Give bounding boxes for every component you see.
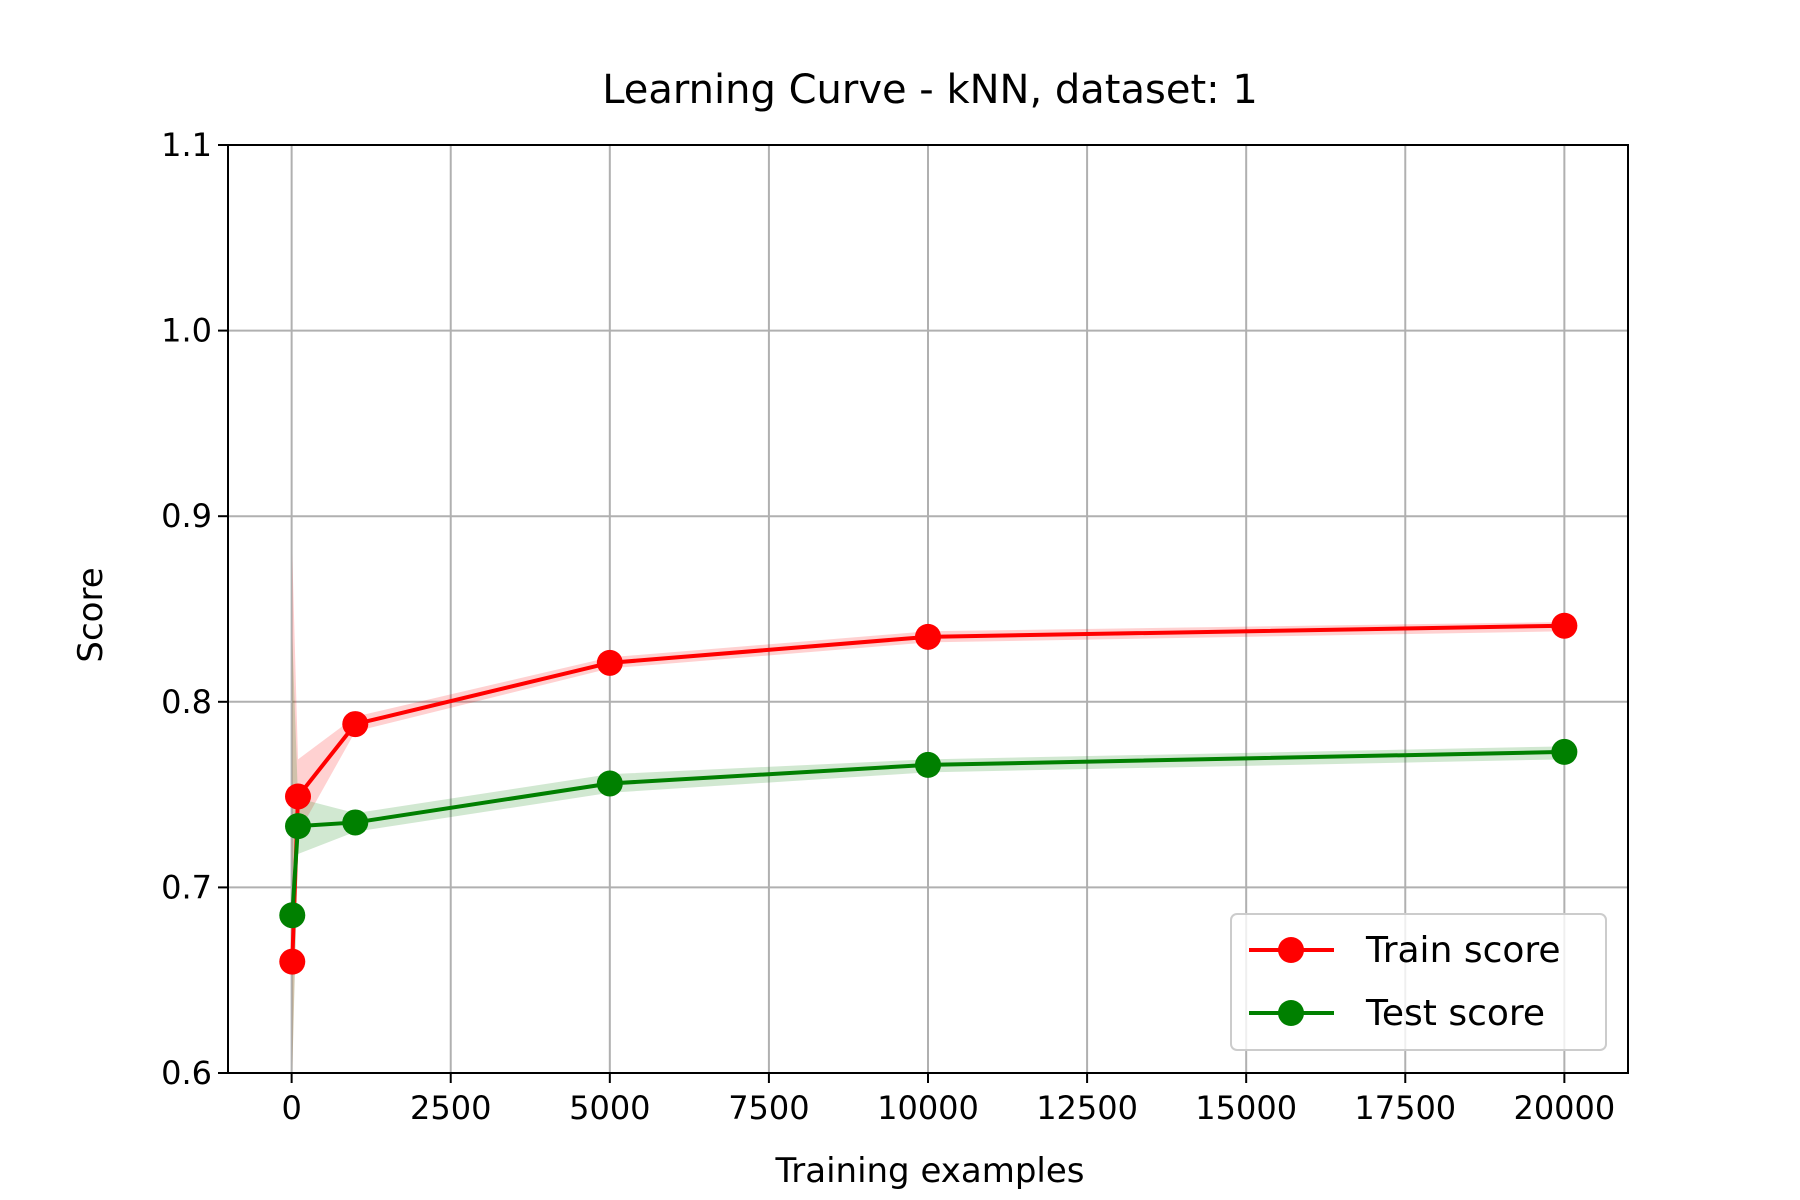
x-tick-label: 10000 bbox=[877, 1089, 979, 1127]
train-score-point bbox=[915, 623, 941, 650]
y-tick-label: 0.8 bbox=[161, 683, 212, 721]
legend-train-label: Train score bbox=[1365, 930, 1561, 971]
x-tick-label: 5000 bbox=[569, 1089, 650, 1127]
y-axis-label: Score bbox=[71, 567, 111, 662]
y-axis-ticks: 0.6 0.7 0.8 0.9 1.0 1.1 bbox=[161, 126, 228, 1092]
legend: Train score Test score bbox=[1230, 913, 1607, 1051]
test-score-point bbox=[279, 902, 306, 929]
x-axis-ticks: 0 2500 5000 7500 10000 12500 15000 17500 20000 bbox=[281, 1073, 1615, 1127]
x-tick-label: 7500 bbox=[728, 1089, 809, 1127]
x-axis-label: Training examples bbox=[774, 1151, 1084, 1191]
legend-test-label: Test score bbox=[1365, 993, 1545, 1034]
x-tick-label: 17500 bbox=[1354, 1089, 1456, 1127]
x-tick-label: 15000 bbox=[1195, 1089, 1297, 1127]
x-tick-label: 12500 bbox=[1036, 1089, 1138, 1127]
x-tick-label: 0 bbox=[281, 1089, 301, 1127]
train-score-point bbox=[1551, 612, 1578, 639]
y-tick-label: 0.9 bbox=[161, 497, 212, 535]
test-score-point bbox=[342, 809, 369, 836]
train-score-point bbox=[279, 948, 306, 975]
test-score-line bbox=[290, 749, 1565, 916]
x-tick-label: 20000 bbox=[1513, 1089, 1615, 1127]
train-score-point bbox=[342, 711, 369, 738]
y-tick-label: 1.1 bbox=[161, 126, 212, 164]
legend-item-test: Test score bbox=[1249, 993, 1545, 1034]
series-points bbox=[279, 612, 1578, 975]
legend-test-marker bbox=[1278, 1000, 1304, 1026]
legend-train-marker bbox=[1278, 937, 1304, 963]
test-score-point bbox=[915, 751, 941, 778]
y-tick-label: 0.7 bbox=[161, 868, 212, 906]
train-score-point bbox=[596, 649, 623, 676]
x-tick-label: 2500 bbox=[410, 1089, 491, 1127]
y-tick-label: 1.0 bbox=[161, 312, 212, 350]
legend-item-train: Train score bbox=[1249, 930, 1561, 971]
test-score-point bbox=[596, 770, 623, 797]
chart-title: Learning Curve - kNN, dataset: 1 bbox=[602, 67, 1258, 113]
train-score-point bbox=[285, 783, 311, 810]
y-tick-label: 0.6 bbox=[161, 1054, 212, 1092]
test-score-point bbox=[1551, 738, 1578, 765]
test-score-point bbox=[285, 813, 311, 840]
